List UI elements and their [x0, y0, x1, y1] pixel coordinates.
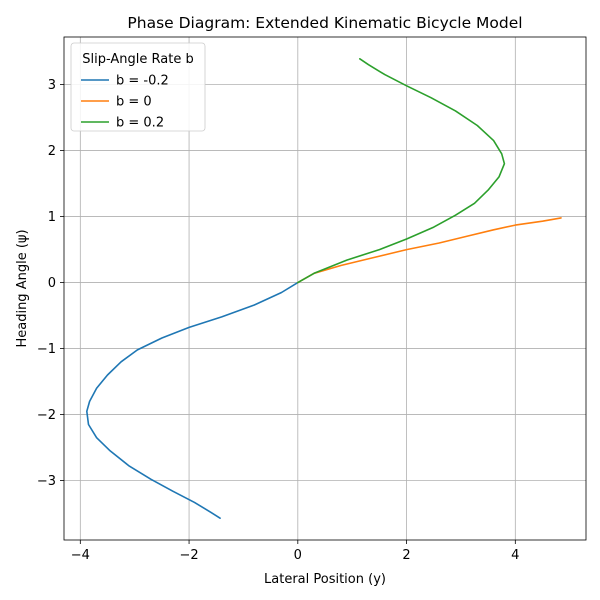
x-tick-label: 4 [511, 548, 519, 563]
x-tick-label: 0 [294, 548, 302, 563]
series-lines [86, 58, 562, 519]
legend-label-2: b = 0.2 [116, 116, 164, 131]
x-axis-ticks: −4 −2 0 2 4 [71, 540, 519, 563]
y-tick-label: 0 [48, 276, 56, 291]
legend-box [70, 42, 206, 132]
y-tick-label: 1 [48, 210, 56, 225]
legend: Slip-Angle Rate b b = -0.2 b = 0 b = 0.2 [70, 42, 206, 132]
legend-label-0: b = -0.2 [116, 74, 169, 89]
x-axis-label: Lateral Position (y) [264, 572, 386, 587]
y-tick-label: 3 [48, 78, 56, 93]
y-axis-ticks: −3 −2 −1 0 1 2 3 [37, 78, 64, 489]
x-tick-label: −2 [179, 548, 198, 563]
legend-label-1: b = 0 [116, 95, 152, 110]
y-axis-label: Heading Angle (ψ) [15, 229, 30, 347]
legend-title: Slip-Angle Rate b [82, 52, 193, 67]
series-line-2 [297, 58, 506, 284]
y-tick-label: −3 [37, 474, 56, 489]
plot-frame [63, 36, 587, 541]
legend-items: b = -0.2 b = 0 b = 0.2 [81, 74, 169, 131]
x-tick-label: −4 [71, 548, 90, 563]
series-line-0 [86, 281, 299, 519]
x-tick-label: 2 [402, 548, 410, 563]
y-tick-label: −1 [37, 342, 56, 357]
y-tick-label: 2 [48, 144, 56, 159]
series-line-1 [297, 217, 562, 284]
y-tick-label: −2 [37, 408, 56, 423]
chart-title: Phase Diagram: Extended Kinematic Bicycl… [127, 14, 522, 32]
